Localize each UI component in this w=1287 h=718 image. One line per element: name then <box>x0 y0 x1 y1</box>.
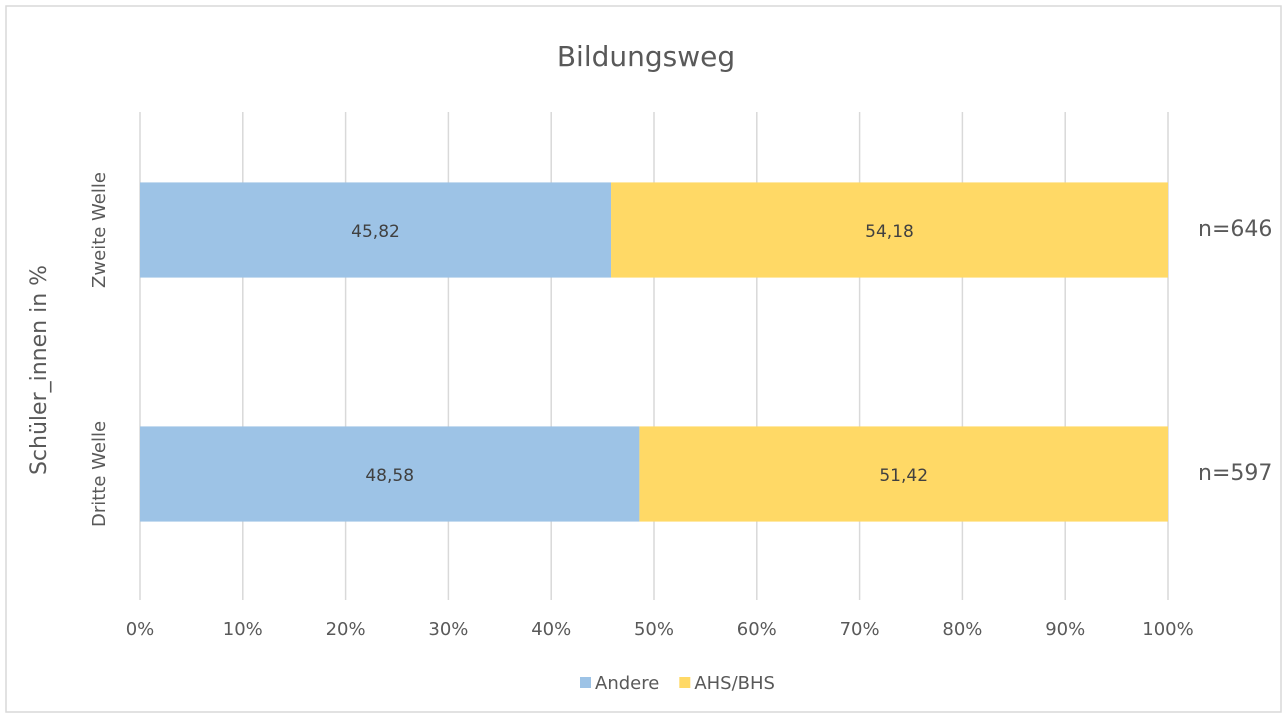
chart-title: Bildungsweg <box>557 40 735 73</box>
x-tick-label: 80% <box>942 619 982 640</box>
x-tick-label: 50% <box>634 619 674 640</box>
y-tick-label: Zweite Welle <box>89 172 110 288</box>
x-tick-label: 20% <box>326 619 366 640</box>
x-tick-label: 100% <box>1142 619 1193 640</box>
x-tick-label: 10% <box>223 619 263 640</box>
annotation: n=646 <box>1198 217 1272 242</box>
chart-border <box>5 5 1282 713</box>
legend-swatch <box>679 677 691 688</box>
bar-segment <box>140 182 612 278</box>
bar-segment <box>639 426 1168 522</box>
data-label: 51,42 <box>879 466 928 486</box>
bar-segment <box>611 182 1168 278</box>
legend-swatch <box>580 677 591 688</box>
data-label: 45,82 <box>351 222 400 242</box>
legend-label: Andere <box>595 673 659 694</box>
x-tick-label: 60% <box>737 619 777 640</box>
x-tick-label: 90% <box>1045 619 1085 640</box>
x-tick-label: 70% <box>840 619 880 640</box>
y-tick-label: Dritte Welle <box>89 421 110 527</box>
annotation: n=597 <box>1198 461 1272 486</box>
x-tick-label: 40% <box>531 619 571 640</box>
data-label: 48,58 <box>365 466 414 486</box>
x-tick-label: 0% <box>126 619 155 640</box>
y-axis-title: Schüler_innen in % <box>27 265 52 475</box>
x-tick-label: 30% <box>428 619 468 640</box>
bar-segment <box>140 426 640 522</box>
legend-label: AHS/BHS <box>694 673 775 694</box>
data-label: 54,18 <box>865 222 914 242</box>
